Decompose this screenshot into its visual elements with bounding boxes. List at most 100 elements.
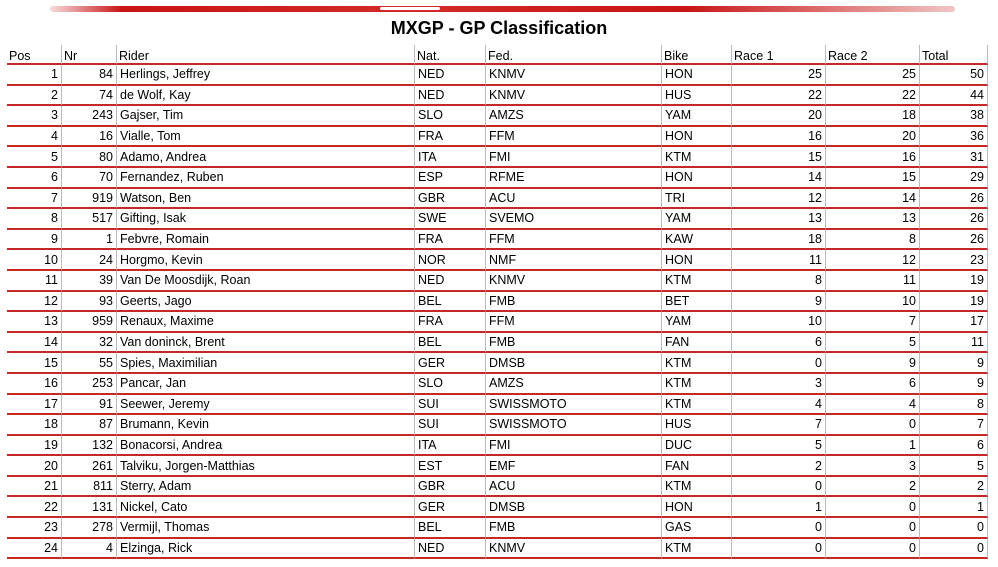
cell-nr: 84 <box>62 65 117 86</box>
cell-race1: 18 <box>732 229 826 251</box>
cell-bike: YAM <box>662 209 732 230</box>
cell-race1: 0 <box>732 518 826 539</box>
cell-nat: GBR <box>415 476 486 498</box>
cell-pos: 20 <box>7 456 62 477</box>
cell-pos: 11 <box>7 270 62 292</box>
cell-total: 50 <box>920 65 988 86</box>
cell-total: 6 <box>920 435 988 457</box>
cell-total: 26 <box>920 188 988 210</box>
cell-rider: Spies, Maximilian <box>117 353 415 374</box>
table-row: 10 24 Horgmo, Kevin NOR NMF HON 11 12 23 <box>7 250 988 271</box>
cell-nr: 55 <box>62 353 117 374</box>
cell-rider: Vialle, Tom <box>117 126 415 148</box>
cell-bike: YAM <box>662 312 732 333</box>
cell-rider: Nickel, Cato <box>117 497 415 519</box>
cell-nr: 91 <box>62 394 117 416</box>
cell-race1: 13 <box>732 209 826 230</box>
cell-pos: 24 <box>7 538 62 560</box>
column-header-pos: Pos <box>7 45 62 65</box>
cell-fed: SVEMO <box>486 209 662 230</box>
cell-total: 1 <box>920 497 988 519</box>
cell-bike: HON <box>662 250 732 271</box>
cell-bike: HON <box>662 497 732 519</box>
cell-fed: ACU <box>486 188 662 210</box>
cell-rider: Talviku, Jorgen-Matthias <box>117 456 415 477</box>
cell-race2: 0 <box>826 538 920 560</box>
cell-bike: HON <box>662 126 732 148</box>
cell-nr: 93 <box>62 291 117 313</box>
cell-nat: NOR <box>415 250 486 271</box>
cell-nat: ITA <box>415 147 486 168</box>
cell-nat: FRA <box>415 229 486 251</box>
cell-total: 44 <box>920 85 988 107</box>
cell-bike: BET <box>662 291 732 313</box>
cell-rider: Sterry, Adam <box>117 476 415 498</box>
cell-fed: SWISSMOTO <box>486 415 662 436</box>
cell-nat: GBR <box>415 188 486 210</box>
cell-nat: NED <box>415 538 486 560</box>
cell-pos: 6 <box>7 167 62 189</box>
cell-race1: 10 <box>732 312 826 333</box>
cell-bike: KTM <box>662 147 732 168</box>
cell-bike: GAS <box>662 518 732 539</box>
cell-nr: 32 <box>62 332 117 354</box>
cell-bike: FAN <box>662 332 732 354</box>
cell-bike: HUS <box>662 85 732 107</box>
cell-race2: 2 <box>826 476 920 498</box>
cell-nat: FRA <box>415 312 486 333</box>
column-header-nr: Nr <box>62 45 117 65</box>
cell-fed: AMZS <box>486 106 662 127</box>
cell-nr: 278 <box>62 518 117 539</box>
cell-pos: 19 <box>7 435 62 457</box>
table-row: 13 959 Renaux, Maxime FRA FFM YAM 10 7 17 <box>7 312 988 333</box>
table-body: 1 84 Herlings, Jeffrey NED KNMV HON 25 25 50 2 74 d… <box>7 65 988 560</box>
cell-pos: 22 <box>7 497 62 519</box>
cell-nat: SWE <box>415 209 486 230</box>
cell-total: 9 <box>920 353 988 374</box>
cell-fed: RFME <box>486 167 662 189</box>
cell-race1: 12 <box>732 188 826 210</box>
cell-fed: FFM <box>486 312 662 333</box>
cell-pos: 23 <box>7 518 62 539</box>
cell-pos: 15 <box>7 353 62 374</box>
cell-nr: 4 <box>62 538 117 560</box>
cell-race1: 7 <box>732 415 826 436</box>
cell-total: 26 <box>920 229 988 251</box>
cell-rider: Fernandez, Ruben <box>117 167 415 189</box>
header-brush-stroke <box>50 6 955 12</box>
cell-race2: 8 <box>826 229 920 251</box>
page-title: MXGP - GP Classification <box>390 18 608 38</box>
cell-total: 26 <box>920 209 988 230</box>
cell-rider: Horgmo, Kevin <box>117 250 415 271</box>
cell-nat: SLO <box>415 373 486 395</box>
cell-fed: KNMV <box>486 538 662 560</box>
cell-fed: FMB <box>486 518 662 539</box>
cell-total: 7 <box>920 415 988 436</box>
table-row: 12 93 Geerts, Jago BEL FMB BET 9 10 19 <box>7 291 988 313</box>
cell-race1: 22 <box>732 85 826 107</box>
cell-rider: Geerts, Jago <box>117 291 415 313</box>
cell-fed: KNMV <box>486 65 662 86</box>
cell-total: 23 <box>920 250 988 271</box>
cell-fed: SWISSMOTO <box>486 394 662 416</box>
cell-nr: 24 <box>62 250 117 271</box>
cell-total: 36 <box>920 126 988 148</box>
cell-race1: 16 <box>732 126 826 148</box>
cell-nr: 243 <box>62 106 117 127</box>
cell-race2: 5 <box>826 332 920 354</box>
cell-race2: 10 <box>826 291 920 313</box>
cell-nr: 80 <box>62 147 117 168</box>
cell-rider: Van De Moosdijk, Roan <box>117 270 415 292</box>
cell-race2: 12 <box>826 250 920 271</box>
cell-total: 11 <box>920 332 988 354</box>
cell-pos: 17 <box>7 394 62 416</box>
cell-bike: KTM <box>662 373 732 395</box>
cell-nr: 959 <box>62 312 117 333</box>
cell-nat: SUI <box>415 394 486 416</box>
table-row: 2 74 de Wolf, Kay NED KNMV HUS 22 22 44 <box>7 85 988 107</box>
cell-rider: Brumann, Kevin <box>117 415 415 436</box>
cell-total: 2 <box>920 476 988 498</box>
cell-bike: KTM <box>662 270 732 292</box>
cell-bike: KTM <box>662 476 732 498</box>
cell-rider: Renaux, Maxime <box>117 312 415 333</box>
